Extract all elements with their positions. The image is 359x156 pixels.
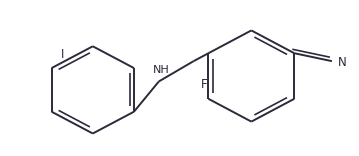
Text: N: N	[337, 56, 346, 69]
Text: F: F	[201, 78, 208, 91]
Text: I: I	[61, 48, 65, 61]
Text: NH: NH	[153, 65, 169, 75]
